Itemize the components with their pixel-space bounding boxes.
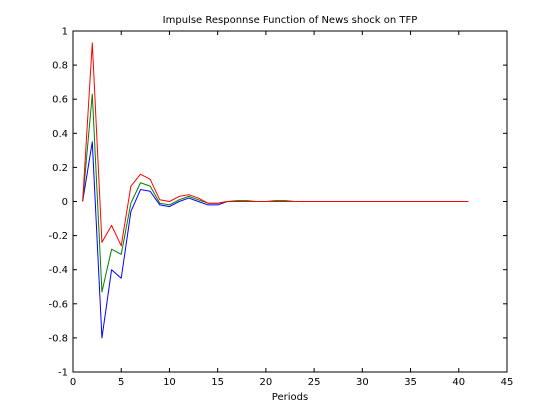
y-tick-label: -0.6: [48, 299, 68, 310]
x-axis-label: Periods: [272, 392, 308, 403]
y-axis: -1 -0.8 -0.6 -0.4 -0.2 0 0.2 0.4 0.6 0.8 1: [48, 27, 507, 379]
x-tick-label: 40: [452, 377, 465, 388]
y-tick-label: -0.8: [48, 333, 68, 344]
x-tick-label: 30: [356, 377, 369, 388]
x-tick-label: 15: [211, 377, 224, 388]
y-tick-label: 0.4: [52, 129, 68, 140]
series-line-0: [82, 42, 469, 247]
chart-title: Impulse Responnse Function of News shock…: [163, 15, 418, 26]
y-tick-label: -0.2: [48, 231, 68, 242]
y-tick-label: 0.8: [52, 61, 68, 72]
series-lines: [82, 42, 469, 339]
x-axis: 0 5 10 15 20 25 30 35 40 45: [70, 31, 514, 388]
y-tick-label: 0.2: [52, 163, 68, 174]
x-tick-label: 0: [70, 377, 76, 388]
x-tick-label: 20: [260, 377, 273, 388]
y-tick-label: -0.4: [48, 265, 68, 276]
y-tick-label: 0.6: [52, 95, 68, 106]
y-tick-label: -1: [58, 368, 68, 379]
x-tick-label: 5: [118, 377, 124, 388]
x-tick-label: 45: [501, 377, 514, 388]
y-tick-label: 0: [62, 197, 68, 208]
x-tick-label: 35: [404, 377, 417, 388]
x-tick-label: 25: [308, 377, 321, 388]
y-tick-label: 1: [62, 27, 68, 38]
x-tick-label: 10: [163, 377, 176, 388]
